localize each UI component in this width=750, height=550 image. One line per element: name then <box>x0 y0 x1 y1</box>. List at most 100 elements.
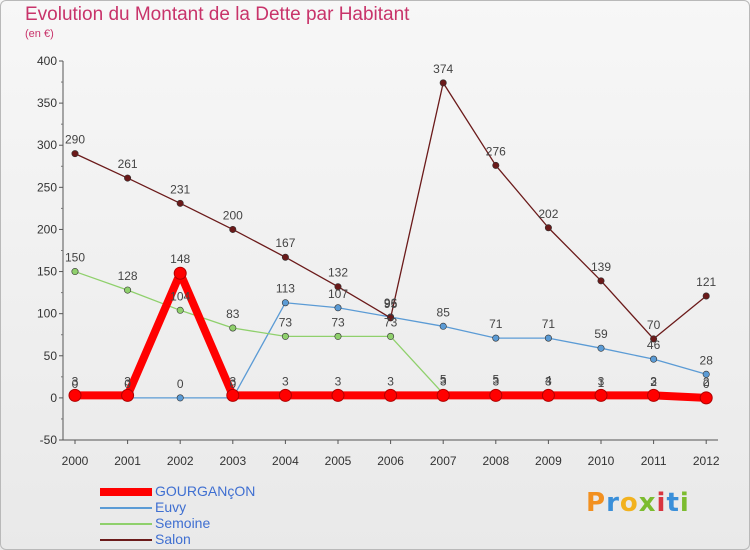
data-point <box>121 388 135 402</box>
legend-swatch <box>100 523 152 525</box>
y-tick-label: 0 <box>50 391 57 405</box>
legend-swatch <box>100 507 152 509</box>
data-point <box>226 388 240 402</box>
data-point <box>176 394 184 402</box>
data-point <box>278 388 292 402</box>
data-label: 276 <box>486 144 506 158</box>
series-salon <box>71 79 710 343</box>
y-tick-label: 150 <box>37 265 57 279</box>
legend-item: GOURGANçON <box>100 483 300 500</box>
x-tick-label: 2000 <box>62 454 89 468</box>
data-label: 2 <box>703 375 710 389</box>
data-point <box>544 334 552 342</box>
data-point <box>597 344 605 352</box>
y-tick-label: 200 <box>37 222 57 236</box>
data-point <box>334 304 342 312</box>
data-label: 70 <box>647 318 661 332</box>
data-label: 167 <box>275 236 295 250</box>
data-label: 3 <box>229 374 236 388</box>
data-point <box>331 388 345 402</box>
data-label: 0 <box>229 377 236 391</box>
data-label: 96 <box>384 296 398 310</box>
data-label: 3 <box>650 374 657 388</box>
data-label: 113 <box>276 282 295 296</box>
x-tick-label: 2012 <box>693 454 720 468</box>
x-tick-label: 2005 <box>325 454 352 468</box>
data-point <box>492 334 500 342</box>
data-label: 128 <box>118 269 138 283</box>
data-point <box>71 268 79 276</box>
data-point <box>489 388 503 402</box>
data-point <box>647 388 661 402</box>
data-label: 73 <box>384 315 398 329</box>
legend: GOURGANçON Euvy Semoine Salon <box>100 483 300 548</box>
legend-label: Euvy <box>155 499 187 515</box>
legend-label: Salon <box>155 531 191 547</box>
data-label: 107 <box>328 287 348 301</box>
x-tick-label: 2007 <box>430 454 457 468</box>
data-label: 202 <box>538 207 558 221</box>
x-tick-label: 2006 <box>377 454 404 468</box>
data-label: 139 <box>591 260 611 274</box>
data-point <box>702 370 710 378</box>
data-point <box>699 391 713 405</box>
series-gourgan-on <box>68 266 713 405</box>
data-label: 73 <box>279 315 293 329</box>
x-tick-label: 2008 <box>482 454 509 468</box>
data-label: 121 <box>696 275 716 289</box>
data-point <box>597 277 605 285</box>
data-label: 3 <box>492 374 499 388</box>
data-point <box>68 388 82 402</box>
y-tick-label: 300 <box>37 138 57 152</box>
data-label: 3 <box>282 374 289 388</box>
data-label: 0 <box>703 377 710 391</box>
data-label: 104 <box>170 289 190 303</box>
data-label: 95 <box>384 297 398 311</box>
data-label: 85 <box>437 305 451 319</box>
data-label: 46 <box>647 338 661 352</box>
data-point <box>281 332 289 340</box>
data-point <box>594 388 608 402</box>
data-point <box>544 224 552 232</box>
data-point <box>387 332 395 340</box>
data-label: 0 <box>124 377 131 391</box>
data-label: 1 <box>598 376 605 390</box>
data-label: 4 <box>545 374 552 388</box>
legend-label: GOURGANçON <box>155 483 256 499</box>
data-point <box>650 335 658 343</box>
data-point <box>124 174 132 182</box>
legend-item: Salon <box>100 531 300 548</box>
y-tick-label: 350 <box>37 96 57 110</box>
data-label: 261 <box>118 157 138 171</box>
x-tick-label: 2003 <box>219 454 246 468</box>
legend-swatch <box>100 539 152 541</box>
data-label: 71 <box>542 317 556 331</box>
data-label: 3 <box>335 374 342 388</box>
data-point <box>387 314 395 322</box>
data-label: 71 <box>489 317 503 331</box>
data-label: 5 <box>440 373 447 387</box>
data-point <box>439 322 447 330</box>
data-point <box>439 79 447 87</box>
data-label: 3 <box>598 374 605 388</box>
data-point <box>702 292 710 300</box>
proxiti-logo: Proxiti <box>586 488 690 518</box>
data-point <box>541 388 555 402</box>
data-label: 150 <box>65 251 85 265</box>
data-point <box>71 150 79 158</box>
data-point <box>173 266 187 280</box>
data-label: 148 <box>170 252 190 266</box>
y-tick-label: 400 <box>37 54 57 68</box>
data-label: 290 <box>65 133 85 147</box>
data-point <box>384 388 398 402</box>
data-label: 132 <box>328 266 348 280</box>
data-label: 374 <box>433 62 453 76</box>
data-point <box>650 355 658 363</box>
data-label: 3 <box>440 374 447 388</box>
data-point <box>281 299 289 307</box>
legend-swatch <box>100 488 152 496</box>
legend-label: Semoine <box>155 515 211 531</box>
data-point <box>176 306 184 314</box>
data-label: 73 <box>331 315 345 329</box>
